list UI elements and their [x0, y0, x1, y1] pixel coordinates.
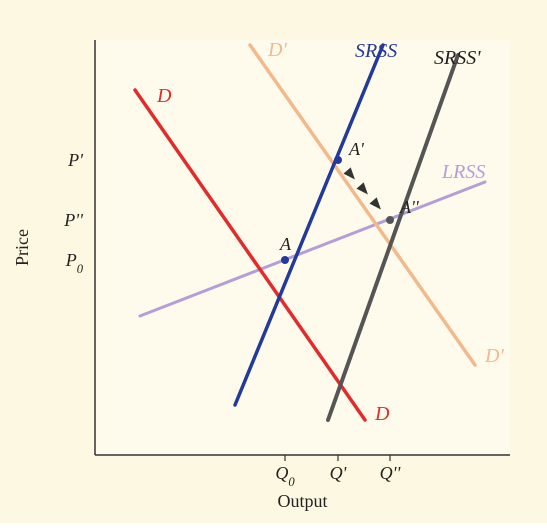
ytick-1: P''	[63, 210, 84, 230]
ytick-0: P'	[67, 150, 84, 170]
xtick-2: Q''	[380, 463, 402, 483]
x-axis-label: Output	[277, 491, 327, 511]
xtick-1: Q'	[330, 463, 348, 483]
supply-demand-chart: AA'A''DDD'D'SRSSSRSS'LRSSP'P''P0Q0Q'Q''P…	[0, 0, 547, 523]
dprime-label-bottom: D'	[484, 345, 504, 367]
d-label-top: D	[156, 85, 172, 107]
srssprime-label: SRSS'	[434, 47, 481, 69]
point-label-A: A	[279, 234, 292, 254]
point-App	[386, 216, 394, 224]
point-label-Ap: A'	[348, 139, 365, 159]
lrss-label: LRSS	[441, 161, 485, 183]
point-label-App: A''	[399, 197, 420, 217]
d-label-bottom: D	[374, 403, 390, 425]
point-A	[281, 256, 289, 264]
dprime-label-top: D'	[267, 39, 287, 61]
srss-label: SRSS	[355, 40, 397, 62]
y-axis-label: Price	[12, 229, 32, 266]
chart-container: AA'A''DDD'D'SRSSSRSS'LRSSP'P''P0Q0Q'Q''P…	[0, 0, 547, 528]
point-Ap	[334, 156, 342, 164]
